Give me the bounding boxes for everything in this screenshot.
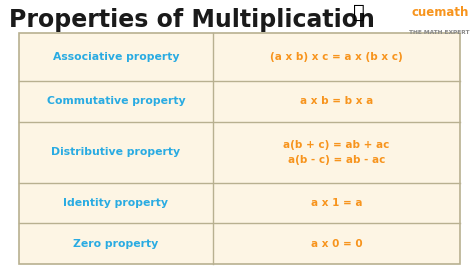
- Text: Associative property: Associative property: [53, 52, 179, 62]
- Text: Properties of Multiplication: Properties of Multiplication: [9, 8, 375, 32]
- Text: Distributive property: Distributive property: [51, 147, 181, 157]
- Text: a(b + c) = ab + ac
a(b - c) = ab - ac: a(b + c) = ab + ac a(b - c) = ab - ac: [283, 140, 390, 164]
- Bar: [19, 33, 460, 264]
- Text: a x b = b x a: a x b = b x a: [300, 96, 373, 106]
- Text: cuemath: cuemath: [412, 6, 469, 18]
- Text: THE MATH EXPERT: THE MATH EXPERT: [409, 30, 469, 35]
- Text: Zero property: Zero property: [73, 239, 159, 249]
- Text: Commutative property: Commutative property: [46, 96, 185, 106]
- Text: a x 0 = 0: a x 0 = 0: [310, 239, 362, 249]
- Text: 🚀: 🚀: [353, 3, 365, 22]
- Text: a x 1 = a: a x 1 = a: [310, 198, 362, 208]
- Text: (a x b) x c = a x (b x c): (a x b) x c = a x (b x c): [270, 52, 403, 62]
- Text: Identity property: Identity property: [64, 198, 168, 208]
